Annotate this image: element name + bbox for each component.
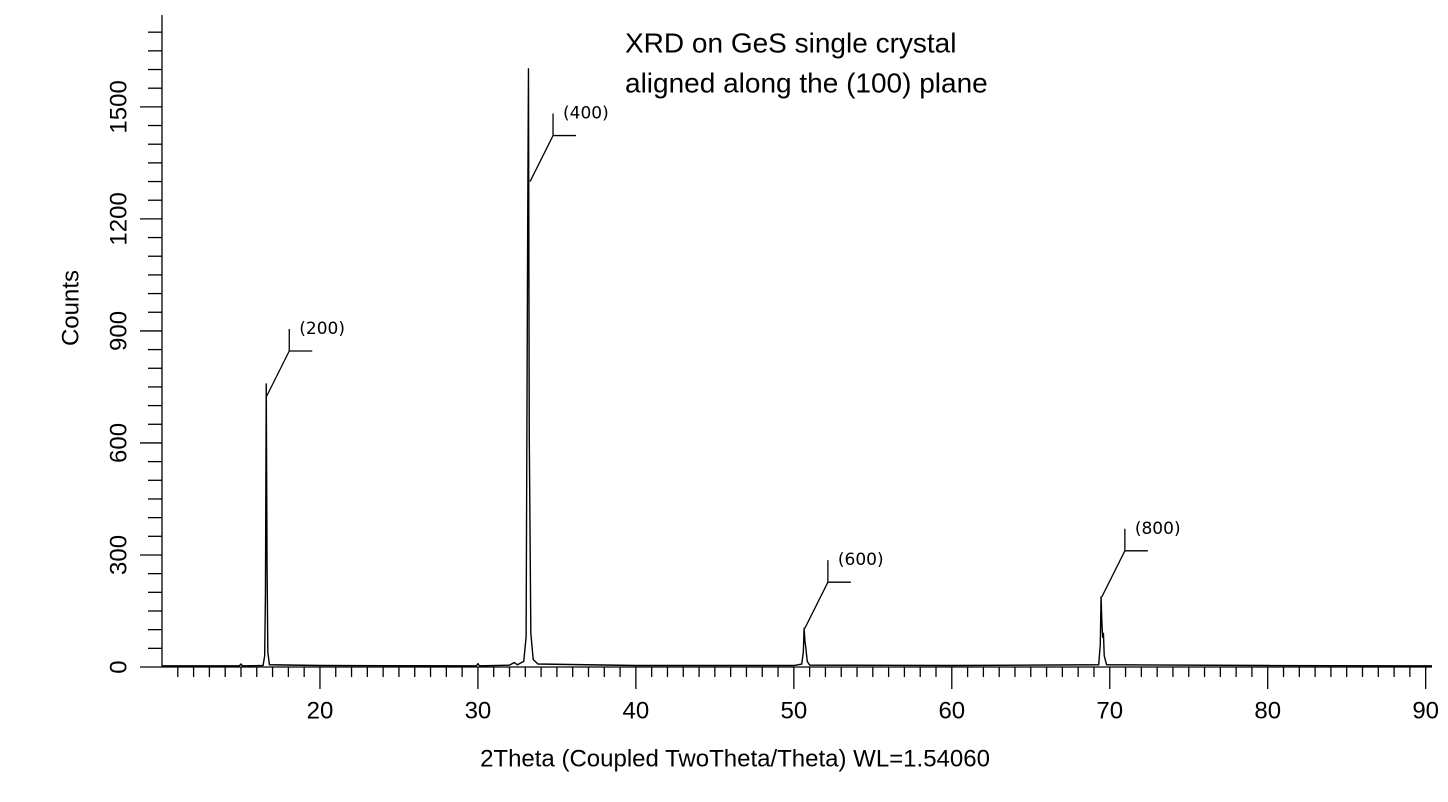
annotation-leader	[1101, 528, 1148, 598]
y-tick-label: 1500	[105, 80, 132, 133]
x-tick-label: 40	[623, 697, 650, 724]
x-tick-label: 70	[1096, 697, 1123, 724]
y-tick-label: 300	[105, 535, 132, 575]
y-tick-label: 0	[105, 660, 132, 673]
chart-title: XRD on GeS single crystal	[625, 27, 956, 58]
annotation-label: (600)	[838, 550, 884, 570]
x-tick-label: 30	[465, 697, 492, 724]
y-tick-label: 600	[105, 423, 132, 463]
x-tick-label: 50	[780, 697, 807, 724]
annotation-leader	[529, 113, 577, 182]
x-tick-label: 90	[1412, 697, 1439, 724]
y-tick-label: 900	[105, 311, 132, 351]
y-axis-label: Counts	[57, 270, 84, 346]
x-axis-label: 2Theta (Coupled TwoTheta/Theta) WL=1.540…	[480, 745, 990, 772]
chart-subtitle: aligned along the (100) plane	[625, 67, 988, 98]
annotation-label: (400)	[563, 104, 609, 124]
x-tick-label: 20	[307, 697, 334, 724]
annotation-leader	[804, 560, 851, 629]
annotation-label: (800)	[1135, 519, 1181, 539]
y-tick-label: 1200	[105, 192, 132, 245]
xrd-pattern	[162, 68, 1433, 667]
annotation-leader	[265, 329, 313, 398]
x-tick-label: 80	[1254, 697, 1281, 724]
annotation-label: (200)	[299, 319, 345, 339]
x-tick-label: 60	[938, 697, 965, 724]
